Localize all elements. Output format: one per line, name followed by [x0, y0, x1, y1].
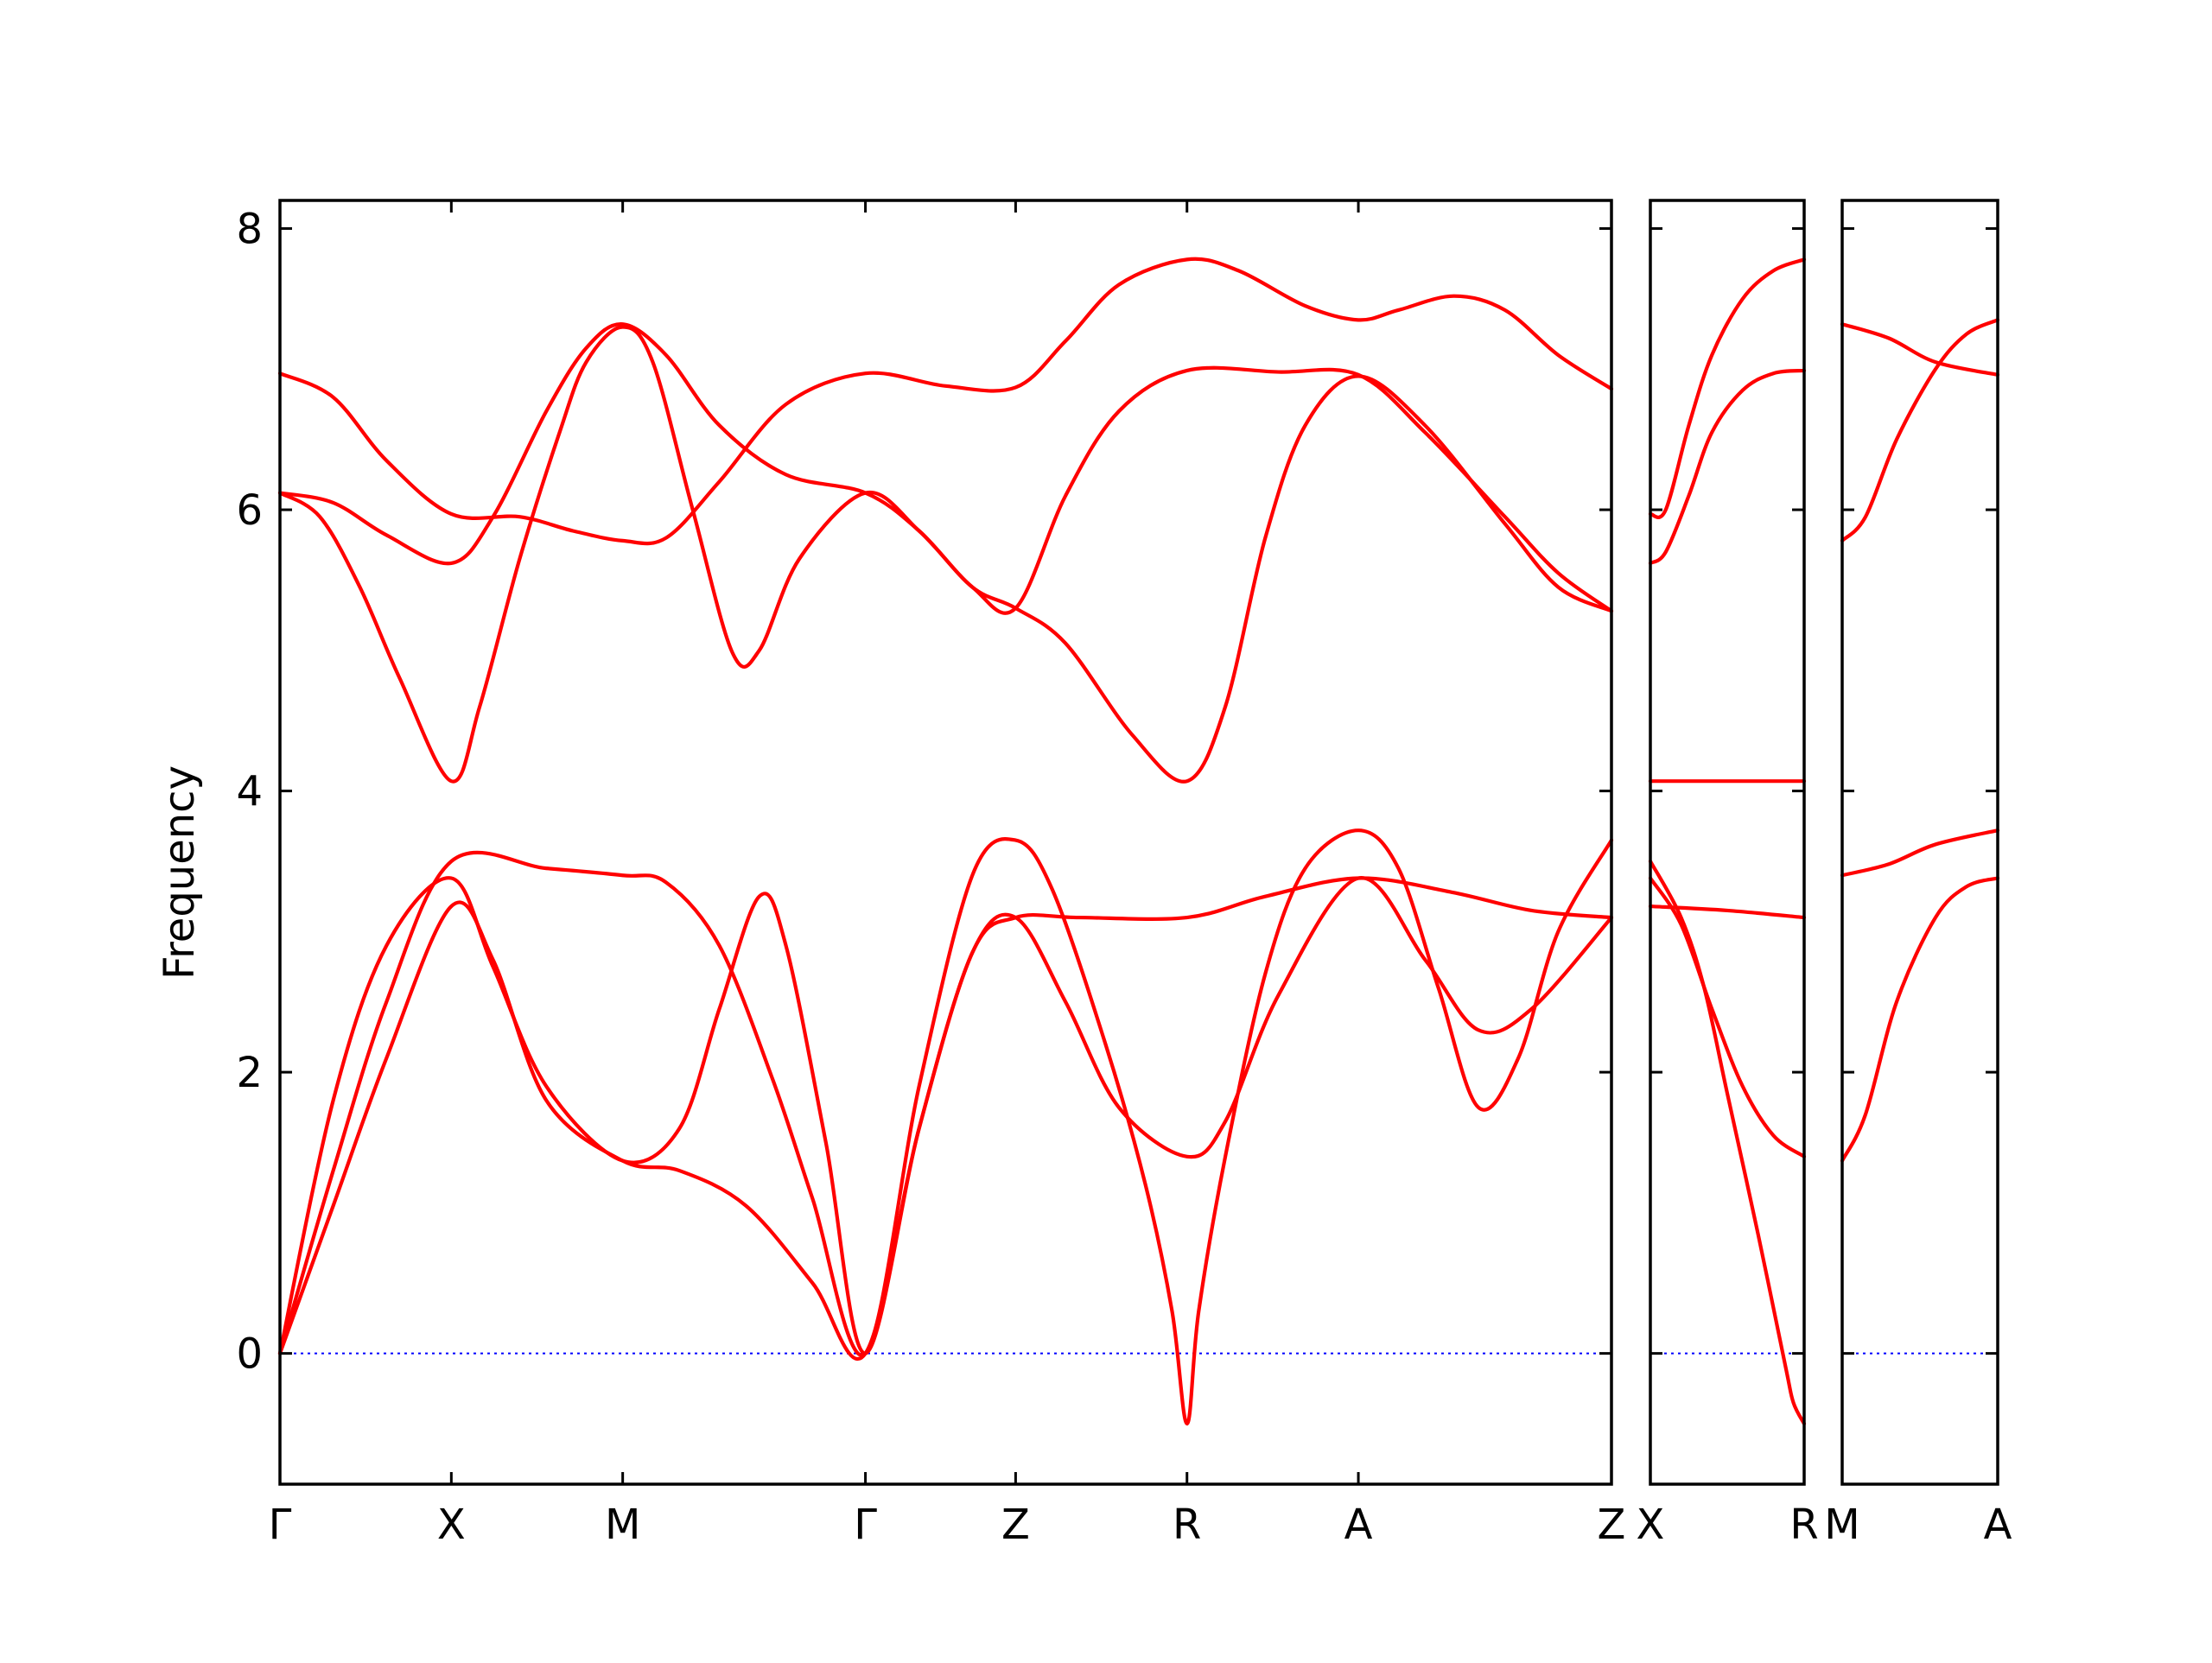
band-line-X-R-6 [1648, 904, 1807, 920]
band-line-main-1 [277, 257, 1614, 546]
y-tick-label-0: 0 [236, 1330, 263, 1379]
x-tick-label-main-0: Γ [269, 1501, 292, 1549]
band-line-main-4 [277, 828, 1614, 1426]
y-axis-label: Frequency [156, 765, 204, 980]
panel-frame-main [278, 199, 1613, 1486]
band-line-X-R-4 [1648, 859, 1807, 1426]
x-tick-label-main-5: R [1173, 1501, 1201, 1549]
band-line-M-A-2 [1840, 318, 2000, 543]
band-line-main-6 [277, 876, 1614, 1362]
band-line-M-A-1 [1840, 322, 2000, 377]
band-line-X-R-1 [1648, 257, 1807, 519]
band-line-M-A-3 [1840, 828, 2000, 878]
panel-frame-M-A [1840, 199, 1999, 1486]
y-tick-label-2: 4 [236, 768, 263, 816]
x-tick-label-main-6: A [1344, 1501, 1373, 1549]
band-line-X-R-2 [1648, 368, 1807, 566]
y-tick-label-1: 2 [236, 1049, 263, 1097]
x-tick-label-M-A-0: M [1824, 1501, 1859, 1549]
band-line-main-2 [277, 322, 1614, 615]
y-tick-label-4: 8 [236, 206, 263, 254]
y-tick-label-3: 6 [236, 486, 263, 535]
band-line-main-5 [277, 876, 1614, 1355]
band-line-main-3 [277, 325, 1614, 784]
x-tick-label-main-7: Z [1598, 1501, 1626, 1549]
x-tick-label-X-R-0: X [1637, 1501, 1665, 1549]
x-tick-label-X-R-1: R [1789, 1501, 1818, 1549]
x-tick-label-M-A-1: A [1984, 1501, 2012, 1549]
band-line-X-R-5 [1648, 876, 1807, 1158]
x-tick-label-main-1: X [437, 1501, 466, 1549]
band-line-M-A-4 [1840, 876, 2000, 1163]
x-tick-label-main-4: Z [1001, 1501, 1030, 1549]
panel-frame-X-R [1649, 199, 1806, 1486]
x-tick-label-main-2: M [605, 1501, 640, 1549]
x-tick-label-main-3: Γ [854, 1501, 877, 1549]
